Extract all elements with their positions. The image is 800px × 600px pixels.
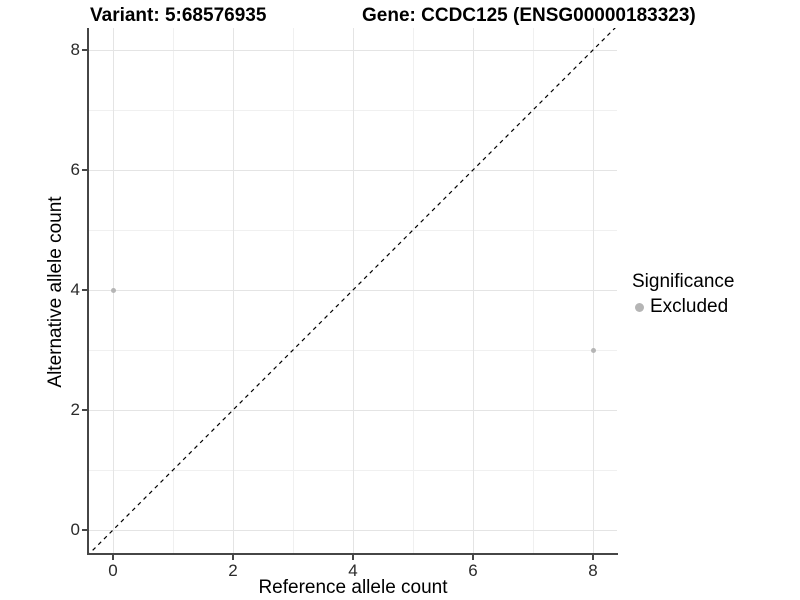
- x-axis-line: [87, 553, 618, 555]
- plot-panel: [89, 28, 617, 553]
- data-point: [110, 287, 116, 293]
- legend-title: Significance: [632, 271, 735, 292]
- gridline-major-y: [89, 169, 617, 171]
- x-tick-label: 0: [108, 561, 118, 580]
- gridline-major-x: [472, 28, 474, 553]
- legend: Significance Excluded: [632, 271, 734, 318]
- gridline-major-y: [89, 409, 617, 411]
- legend-item-excluded: Excluded: [632, 296, 734, 318]
- gridline-minor-x: [292, 28, 294, 553]
- data-point: [590, 347, 596, 353]
- identity-line: [89, 28, 616, 553]
- y-tick-label: 2: [70, 400, 80, 419]
- x-axis-title: Reference allele count: [258, 577, 448, 598]
- plot-title-gene: Gene: CCDC125 (ENSG00000183323): [362, 5, 696, 26]
- gridline-major-y: [89, 529, 617, 531]
- gridline-major-y: [89, 49, 617, 51]
- y-tick-mark: [82, 49, 87, 51]
- gridline-minor-x: [172, 28, 174, 553]
- y-tick-mark: [82, 529, 87, 531]
- gridline-major-x: [592, 28, 594, 553]
- y-tick-mark: [82, 409, 87, 411]
- gridline-major-x: [232, 28, 234, 553]
- y-tick-label: 4: [70, 280, 80, 299]
- y-tick-label: 0: [70, 520, 80, 539]
- y-axis-line: [87, 28, 89, 555]
- x-tick-mark: [232, 555, 234, 560]
- x-tick-label: 4: [348, 561, 358, 580]
- x-tick-mark: [472, 555, 474, 560]
- gridline-minor-x: [412, 28, 414, 553]
- x-tick-label: 6: [468, 561, 478, 580]
- legend-point-icon: [635, 302, 644, 312]
- gridline-minor-x: [532, 28, 534, 553]
- plot-title-variant: Variant: 5:68576935: [90, 5, 267, 26]
- y-tick-label: 6: [70, 160, 80, 179]
- x-tick-mark: [592, 555, 594, 560]
- y-tick-mark: [82, 169, 87, 171]
- y-tick-label: 8: [70, 40, 80, 59]
- x-tick-mark: [352, 555, 354, 560]
- x-tick-label: 2: [228, 561, 238, 580]
- x-tick-mark: [112, 555, 114, 560]
- y-tick-mark: [82, 289, 87, 291]
- legend-item-label: Excluded: [650, 296, 729, 317]
- x-tick-label: 8: [588, 561, 598, 580]
- gridline-major-x: [352, 28, 354, 553]
